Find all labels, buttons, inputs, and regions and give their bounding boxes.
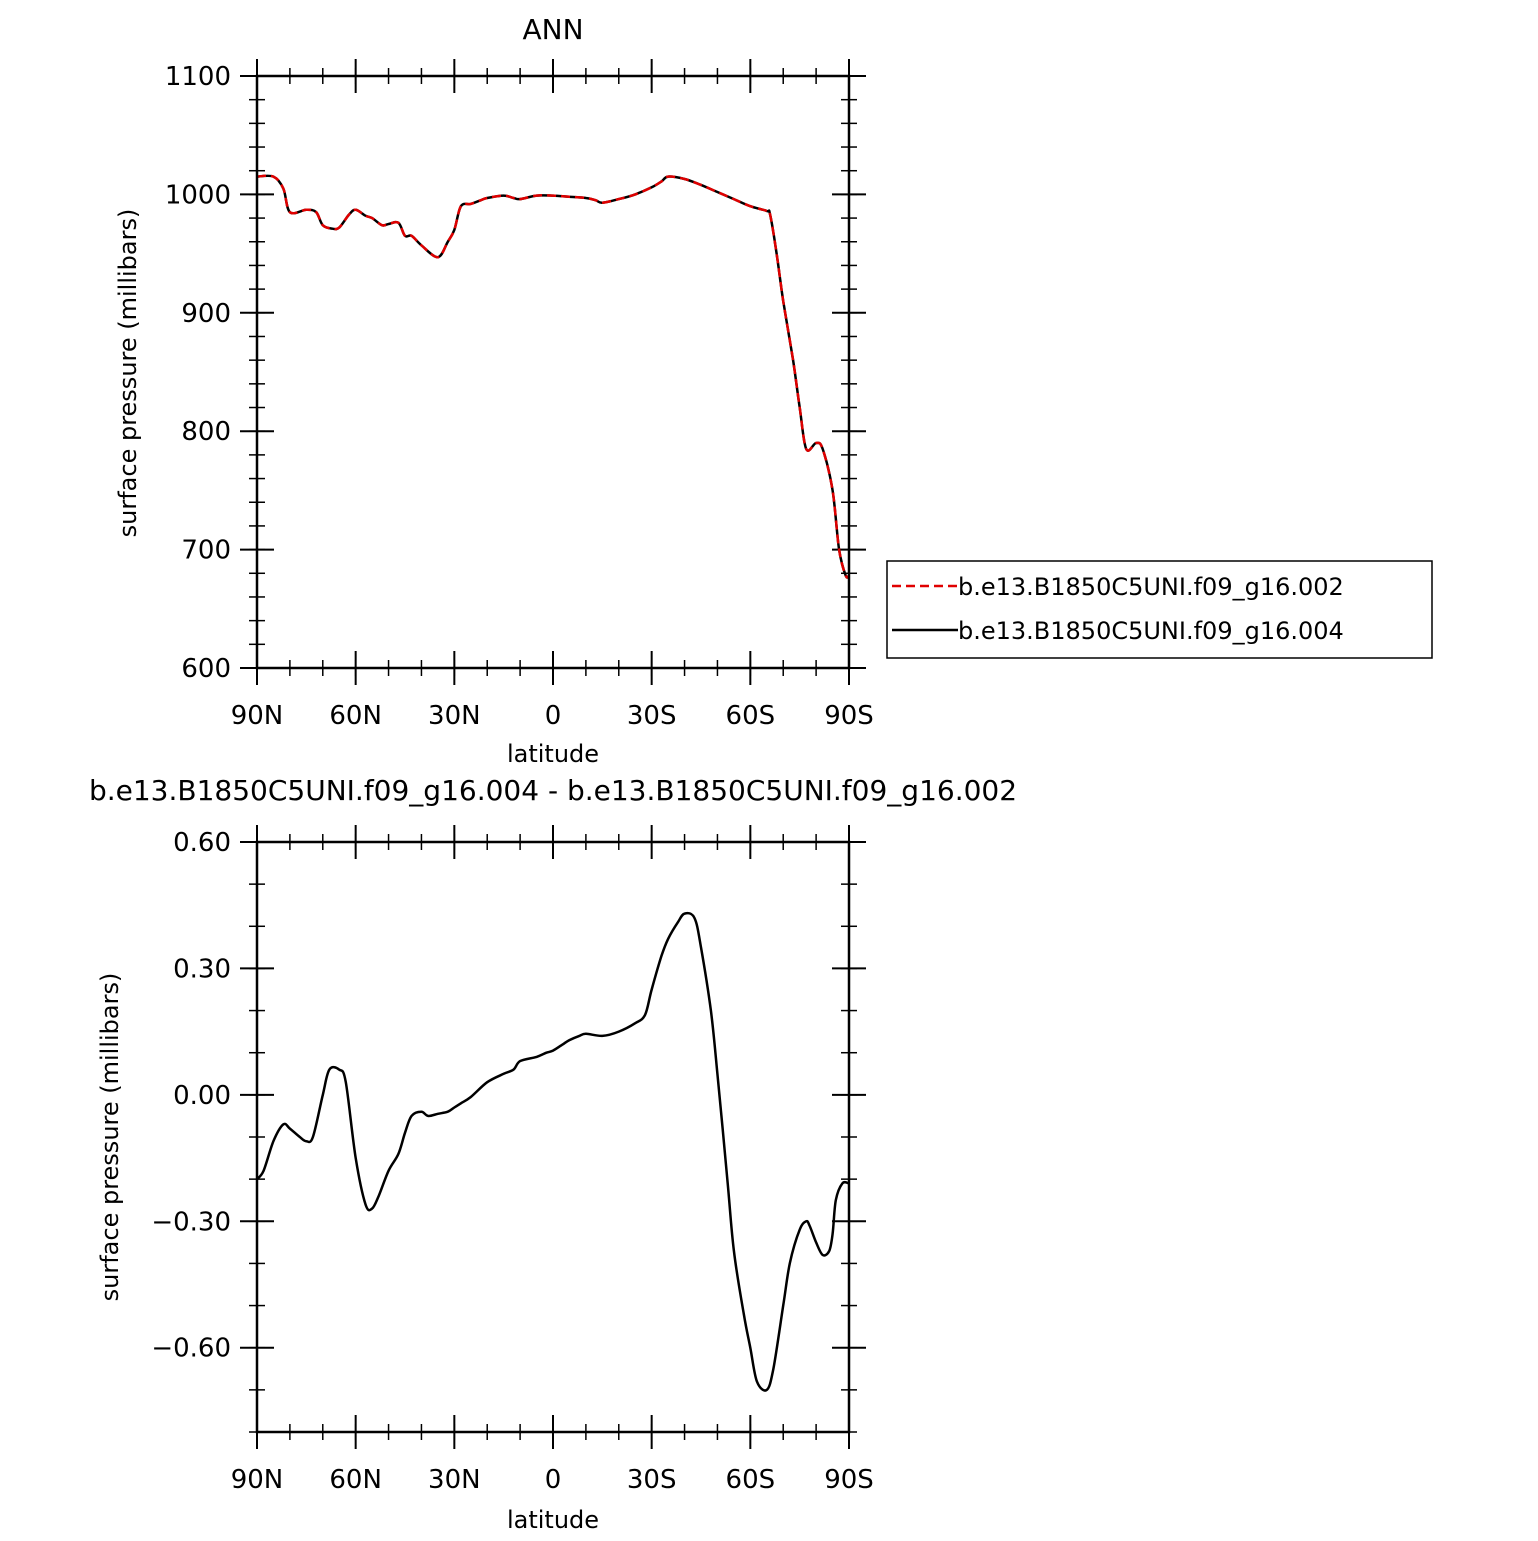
bottom-xtick-label: 30S — [627, 1465, 677, 1495]
top-series-line-0 — [256, 174, 851, 579]
top-xtick-label: 90N — [231, 701, 284, 731]
top-ytick-label: 600 — [181, 654, 231, 684]
bottom-grid-ticks: −0.60 −0.30 0.00 0.30 0.60 90N 60N 30N 0 30S 60S 90… — [151, 825, 874, 1495]
bottom-xtick-label: 90S — [824, 1465, 874, 1495]
bottom-ytick-label: −0.30 — [151, 1207, 231, 1237]
bottom-xtick-label: 60S — [726, 1465, 776, 1495]
top-xtick-label: 90S — [824, 701, 874, 731]
top-xtick-label: 60N — [329, 701, 382, 731]
bottom-y-axis-label: surface pressure (millibars) — [96, 973, 124, 1302]
legend: b.e13.B1850C5UNI.f09_g16.002 b.e13.B1850… — [886, 560, 1433, 659]
top-ytick-label: 1100 — [165, 62, 231, 92]
top-xtick-label: 0 — [545, 701, 562, 731]
top-ytick-label: 800 — [181, 417, 231, 447]
top-xtick-label: 30S — [627, 701, 677, 731]
top-ytick-label: 900 — [181, 299, 231, 329]
bottom-xtick-label: 0 — [545, 1465, 562, 1495]
bottom-series-line-0 — [256, 911, 850, 1392]
top-chart-title: ANN — [522, 13, 583, 46]
top-grid-ticks: 600 700 800 900 1000 1100 90N 60N 30N 0 30S 60S 90S — [165, 59, 874, 731]
bottom-xtick-label: 60N — [329, 1465, 382, 1495]
bottom-plot-frame — [255, 840, 851, 1434]
legend-label-002: b.e13.B1850C5UNI.f09_g16.002 — [958, 573, 1344, 601]
bottom-chart-title: b.e13.B1850C5UNI.f09_g16.004 - b.e13.B18… — [89, 774, 1017, 807]
top-xtick-label: 60S — [726, 701, 776, 731]
bottom-x-axis-label: latitude — [507, 1506, 599, 1534]
bottom-xtick-label: 30N — [428, 1465, 481, 1495]
bottom-ytick-label: 0.30 — [173, 954, 231, 984]
bottom-panel: b.e13.B1850C5UNI.f09_g16.004 - b.e13.B18… — [89, 774, 1017, 1534]
bottom-series-layer — [256, 911, 850, 1392]
top-ytick-label: 1000 — [165, 180, 231, 210]
top-x-axis-label: latitude — [507, 740, 599, 768]
top-ytick-label: 700 — [181, 536, 231, 566]
top-series-line-1 — [256, 174, 851, 579]
bottom-ytick-label: 0.60 — [173, 828, 231, 858]
bottom-ytick-label: 0.00 — [173, 1081, 231, 1111]
top-plot-frame — [255, 74, 851, 670]
legend-label-004: b.e13.B1850C5UNI.f09_g16.004 — [958, 617, 1344, 645]
bottom-xtick-label: 90N — [231, 1465, 284, 1495]
top-panel: ANN surface pressure (millibars) latitud… — [114, 13, 1433, 768]
legend-box — [886, 560, 1433, 659]
top-xtick-label: 30N — [428, 701, 481, 731]
bottom-ytick-label: −0.60 — [151, 1334, 231, 1364]
top-series-layer — [256, 174, 851, 579]
top-y-axis-label: surface pressure (millibars) — [114, 209, 142, 538]
